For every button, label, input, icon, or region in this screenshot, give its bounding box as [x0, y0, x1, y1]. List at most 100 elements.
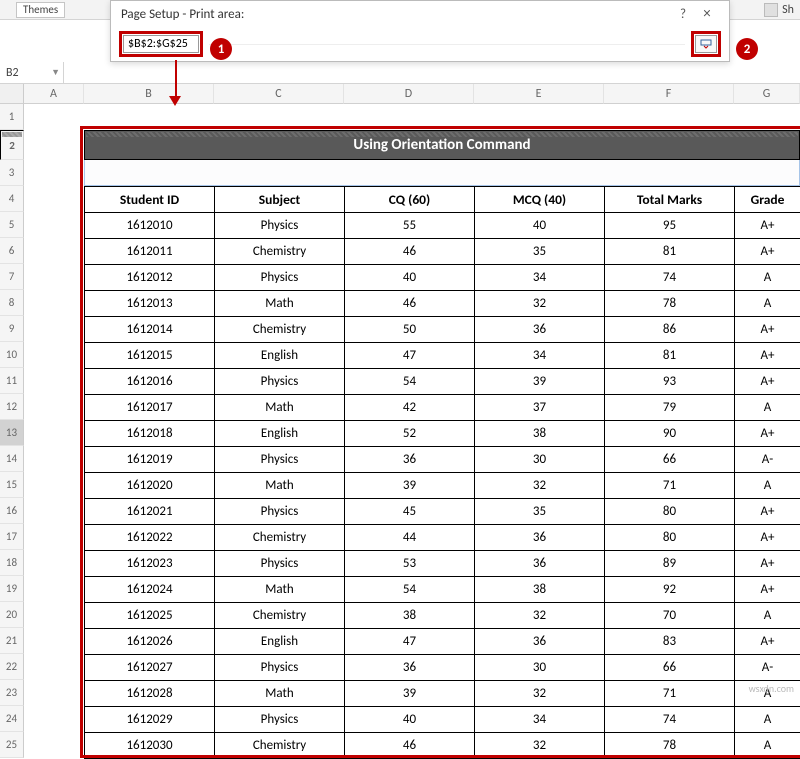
row-header[interactable]: 15 [0, 472, 24, 498]
table-cell[interactable]: 32 [475, 473, 605, 499]
table-cell[interactable]: 1612019 [85, 447, 215, 473]
table-cell[interactable]: 1612022 [85, 525, 215, 551]
row-header[interactable]: 22 [0, 654, 24, 680]
table-cell[interactable]: 55 [345, 213, 475, 239]
table-cell[interactable]: A- [735, 447, 800, 473]
table-cell[interactable]: 54 [345, 577, 475, 603]
table-cell[interactable]: 36 [475, 525, 605, 551]
table-cell[interactable]: 53 [345, 551, 475, 577]
table-cell[interactable]: 81 [605, 239, 735, 265]
table-cell[interactable]: 40 [475, 213, 605, 239]
row-header[interactable]: 5 [0, 212, 24, 238]
col-header[interactable]: C [214, 84, 344, 104]
table-cell[interactable]: 34 [475, 265, 605, 291]
table-cell[interactable]: A+ [735, 629, 800, 655]
table-cell[interactable]: 1612028 [85, 681, 215, 707]
table-cell[interactable]: 35 [475, 499, 605, 525]
table-cell[interactable]: 1612013 [85, 291, 215, 317]
table-cell[interactable]: Chemistry [215, 239, 345, 265]
table-cell[interactable]: 81 [605, 343, 735, 369]
name-box[interactable]: B2 ▼ [0, 62, 64, 83]
table-cell[interactable]: 35 [475, 239, 605, 265]
table-cell[interactable]: 89 [605, 551, 735, 577]
table-cell[interactable]: Chemistry [215, 733, 345, 759]
row-header[interactable]: 6 [0, 238, 24, 264]
table-cell[interactable]: 1612021 [85, 499, 215, 525]
table-cell[interactable]: English [215, 343, 345, 369]
table-cell[interactable]: A+ [735, 421, 800, 447]
table-cell[interactable]: 1612029 [85, 707, 215, 733]
table-cell[interactable]: A+ [735, 317, 800, 343]
table-cell[interactable]: 78 [605, 291, 735, 317]
row-header[interactable]: 1 [0, 104, 24, 130]
table-cell[interactable]: 1612017 [85, 395, 215, 421]
row-header[interactable]: 2 [0, 130, 24, 160]
col-header[interactable]: B [84, 84, 214, 104]
table-cell[interactable]: Chemistry [215, 317, 345, 343]
table-cell[interactable]: 34 [475, 343, 605, 369]
table-cell[interactable]: 46 [345, 239, 475, 265]
table-cell[interactable]: 1612015 [85, 343, 215, 369]
table-cell[interactable]: 32 [475, 681, 605, 707]
table-cell[interactable]: 1612016 [85, 369, 215, 395]
row-header[interactable]: 8 [0, 290, 24, 316]
table-cell[interactable]: 36 [345, 655, 475, 681]
table-cell[interactable]: 39 [345, 473, 475, 499]
table-cell[interactable]: 74 [605, 265, 735, 291]
table-cell[interactable]: 52 [345, 421, 475, 447]
row-header[interactable]: 17 [0, 524, 24, 550]
row-header[interactable]: 18 [0, 550, 24, 576]
table-cell[interactable]: A+ [735, 213, 800, 239]
table-cell[interactable]: 32 [475, 291, 605, 317]
row-header[interactable]: 19 [0, 576, 24, 602]
table-cell[interactable]: 50 [345, 317, 475, 343]
table-cell[interactable]: 1612010 [85, 213, 215, 239]
table-cell[interactable]: 36 [475, 317, 605, 343]
table-cell[interactable]: 47 [345, 343, 475, 369]
row-header[interactable]: 11 [0, 368, 24, 394]
table-cell[interactable]: 80 [605, 525, 735, 551]
table-cell[interactable]: 1612024 [85, 577, 215, 603]
table-cell[interactable]: 39 [345, 681, 475, 707]
table-cell[interactable]: A [735, 291, 800, 317]
table-cell[interactable]: Physics [215, 551, 345, 577]
col-header[interactable]: G [734, 84, 800, 104]
row-header[interactable]: 25 [0, 732, 24, 758]
table-cell[interactable]: Physics [215, 265, 345, 291]
table-cell[interactable]: Physics [215, 499, 345, 525]
table-cell[interactable]: 1612014 [85, 317, 215, 343]
table-cell[interactable]: Physics [215, 369, 345, 395]
name-box-dropdown-icon[interactable]: ▼ [51, 67, 60, 78]
table-cell[interactable]: 46 [345, 291, 475, 317]
row-header[interactable]: 7 [0, 264, 24, 290]
table-cell[interactable]: 47 [345, 629, 475, 655]
table-cell[interactable]: 34 [475, 707, 605, 733]
table-cell[interactable]: 40 [345, 265, 475, 291]
row-header[interactable]: 3 [0, 160, 24, 186]
table-cell[interactable]: Chemistry [215, 603, 345, 629]
table-cell[interactable]: 39 [475, 369, 605, 395]
table-cell[interactable]: 46 [345, 733, 475, 759]
row-header[interactable]: 14 [0, 446, 24, 472]
table-cell[interactable]: 83 [605, 629, 735, 655]
table-cell[interactable]: 1612026 [85, 629, 215, 655]
table-cell[interactable]: Math [215, 395, 345, 421]
table-cell[interactable]: A+ [735, 577, 800, 603]
table-cell[interactable]: Math [215, 577, 345, 603]
row-header[interactable]: 10 [0, 342, 24, 368]
table-cell[interactable]: 80 [605, 499, 735, 525]
table-cell[interactable]: 92 [605, 577, 735, 603]
row-header[interactable]: 12 [0, 394, 24, 420]
table-cell[interactable]: 32 [475, 733, 605, 759]
table-cell[interactable]: 1612030 [85, 733, 215, 759]
table-cell[interactable]: 90 [605, 421, 735, 447]
table-cell[interactable]: 1612018 [85, 421, 215, 447]
table-cell[interactable]: 36 [475, 629, 605, 655]
table-cell[interactable]: English [215, 629, 345, 655]
collapse-dialog-button[interactable] [695, 35, 717, 53]
table-cell[interactable]: Math [215, 681, 345, 707]
table-cell[interactable]: 1612023 [85, 551, 215, 577]
table-cell[interactable]: 71 [605, 473, 735, 499]
table-cell[interactable]: Physics [215, 447, 345, 473]
table-cell[interactable]: 93 [605, 369, 735, 395]
